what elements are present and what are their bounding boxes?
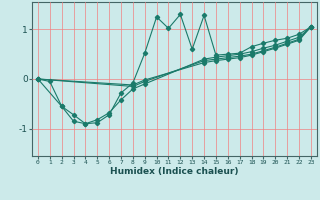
X-axis label: Humidex (Indice chaleur): Humidex (Indice chaleur) [110,167,239,176]
